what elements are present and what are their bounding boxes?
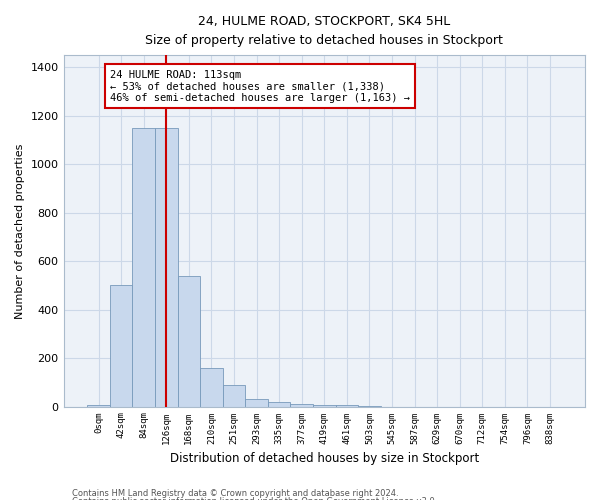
Bar (245, 400, 268, 406)
Bar (223, 384, 245, 406)
Bar (178, 276, 200, 406)
Bar (133, 128, 155, 406)
Bar (290, 404, 313, 406)
X-axis label: Distribution of detached houses by size in Stockport: Distribution of detached houses by size … (170, 452, 479, 465)
Bar (155, 128, 178, 406)
Text: 24 HULME ROAD: 113sqm
← 53% of detached houses are smaller (1,338)
46% of semi-d: 24 HULME ROAD: 113sqm ← 53% of detached … (110, 70, 410, 103)
Text: Contains HM Land Registry data © Crown copyright and database right 2024.: Contains HM Land Registry data © Crown c… (72, 488, 398, 498)
Title: 24, HULME ROAD, STOCKPORT, SK4 5HL
Size of property relative to detached houses : 24, HULME ROAD, STOCKPORT, SK4 5HL Size … (145, 15, 503, 47)
Bar (110, 286, 133, 406)
Y-axis label: Number of detached properties: Number of detached properties (15, 143, 25, 318)
Text: Contains public sector information licensed under the Open Government Licence v3: Contains public sector information licen… (72, 497, 437, 500)
Bar (200, 368, 223, 406)
Bar (313, 404, 335, 406)
Bar (268, 402, 290, 406)
